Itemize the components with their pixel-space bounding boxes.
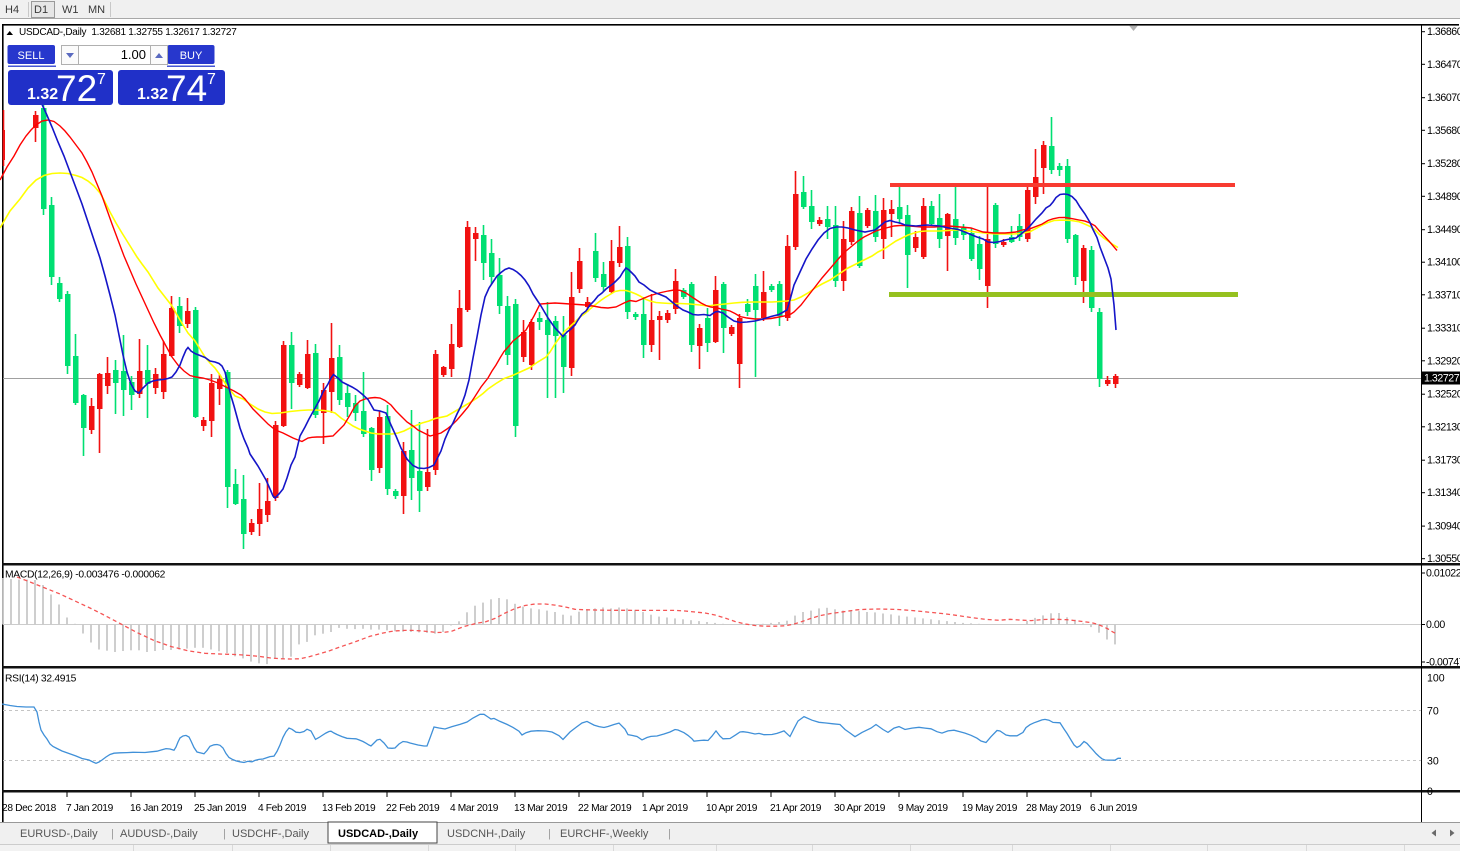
svg-text:0.010229: 0.010229	[1426, 568, 1460, 580]
svg-text:1.32727: 1.32727	[1424, 373, 1460, 385]
svg-text:1.36470: 1.36470	[1427, 59, 1460, 71]
svg-text:1.33310: 1.33310	[1427, 323, 1460, 335]
svg-text:4 Mar 2019: 4 Mar 2019	[450, 803, 499, 814]
svg-text:1.35680: 1.35680	[1427, 125, 1460, 137]
svg-text:1.32: 1.32	[27, 86, 58, 103]
svg-text:|: |	[548, 828, 551, 840]
svg-text:H4: H4	[5, 4, 19, 16]
svg-text:28 May 2019: 28 May 2019	[1026, 803, 1082, 814]
svg-text:0: 0	[1427, 786, 1433, 798]
svg-text:1.36860: 1.36860	[1427, 26, 1460, 38]
svg-text:1.34100: 1.34100	[1427, 257, 1460, 269]
svg-text:1.32920: 1.32920	[1427, 355, 1460, 367]
svg-text:-0.007477: -0.007477	[1426, 657, 1460, 669]
svg-text:1.32130: 1.32130	[1427, 421, 1460, 433]
svg-text:USDCHF-,Daily: USDCHF-,Daily	[232, 828, 310, 840]
svg-text:6 Jun 2019: 6 Jun 2019	[1090, 803, 1138, 814]
svg-text:1.30550: 1.30550	[1427, 553, 1460, 565]
svg-text:19 May 2019: 19 May 2019	[962, 803, 1018, 814]
svg-text:16 Jan 2019: 16 Jan 2019	[130, 803, 183, 814]
svg-text:1.30940: 1.30940	[1427, 521, 1460, 533]
svg-text:0.00: 0.00	[1426, 619, 1445, 631]
svg-text:1.32: 1.32	[137, 86, 168, 103]
svg-text:25 Jan 2019: 25 Jan 2019	[194, 803, 247, 814]
svg-text:USDCNH-,Daily: USDCNH-,Daily	[447, 828, 526, 840]
svg-text:7 Jan 2019: 7 Jan 2019	[66, 803, 114, 814]
svg-text:9 May 2019: 9 May 2019	[898, 803, 948, 814]
svg-text:MN: MN	[88, 4, 105, 16]
svg-text:74: 74	[166, 68, 207, 109]
svg-text:30: 30	[1427, 756, 1439, 768]
svg-text:1.33710: 1.33710	[1427, 289, 1460, 301]
svg-text:100: 100	[1427, 673, 1445, 685]
svg-text:4 Feb 2019: 4 Feb 2019	[258, 803, 307, 814]
svg-text:1.34490: 1.34490	[1427, 224, 1460, 236]
svg-text:22 Feb 2019: 22 Feb 2019	[386, 803, 440, 814]
svg-text:|: |	[223, 828, 226, 840]
svg-text:7: 7	[207, 71, 216, 88]
svg-text:72: 72	[56, 68, 97, 109]
svg-text:EURCHF-,Weekly: EURCHF-,Weekly	[560, 828, 649, 840]
svg-text:22 Mar 2019: 22 Mar 2019	[578, 803, 632, 814]
svg-text:70: 70	[1427, 706, 1439, 718]
svg-text:1.36070: 1.36070	[1427, 92, 1460, 104]
svg-text:USDCAD-,Daily 1.32681 1.32755: USDCAD-,Daily 1.32681 1.32755 1.32617 1.…	[19, 27, 237, 38]
svg-text:BUY: BUY	[180, 50, 203, 62]
svg-text:EURUSD-,Daily: EURUSD-,Daily	[20, 828, 98, 840]
svg-text:1.35280: 1.35280	[1427, 158, 1460, 170]
svg-text:RSI(14) 32.4915: RSI(14) 32.4915	[5, 674, 77, 685]
svg-text:1 Apr 2019: 1 Apr 2019	[642, 803, 688, 814]
svg-text:1.31730: 1.31730	[1427, 455, 1460, 467]
svg-text:1.00: 1.00	[121, 47, 146, 62]
svg-text:21 Apr 2019: 21 Apr 2019	[770, 803, 822, 814]
svg-text:1.34890: 1.34890	[1427, 191, 1460, 203]
svg-text:SELL: SELL	[18, 50, 45, 62]
svg-text:13 Mar 2019: 13 Mar 2019	[514, 803, 568, 814]
svg-text:7: 7	[97, 71, 106, 88]
svg-text:1.32520: 1.32520	[1427, 389, 1460, 401]
svg-text:W1: W1	[62, 4, 79, 16]
svg-text:28 Dec 2018: 28 Dec 2018	[2, 803, 57, 814]
svg-text:13 Feb 2019: 13 Feb 2019	[322, 803, 376, 814]
svg-text:MACD(12,26,9) -0.003476 -0.000: MACD(12,26,9) -0.003476 -0.000062	[5, 570, 166, 581]
svg-text:D1: D1	[34, 4, 48, 16]
svg-text:|: |	[668, 828, 671, 840]
svg-text:USDCAD-,Daily: USDCAD-,Daily	[338, 828, 419, 840]
svg-text:30 Apr 2019: 30 Apr 2019	[834, 803, 886, 814]
svg-text:1.31340: 1.31340	[1427, 487, 1460, 499]
svg-text:|: |	[111, 828, 114, 840]
svg-text:AUDUSD-,Daily: AUDUSD-,Daily	[120, 828, 198, 840]
svg-text:10 Apr 2019: 10 Apr 2019	[706, 803, 758, 814]
